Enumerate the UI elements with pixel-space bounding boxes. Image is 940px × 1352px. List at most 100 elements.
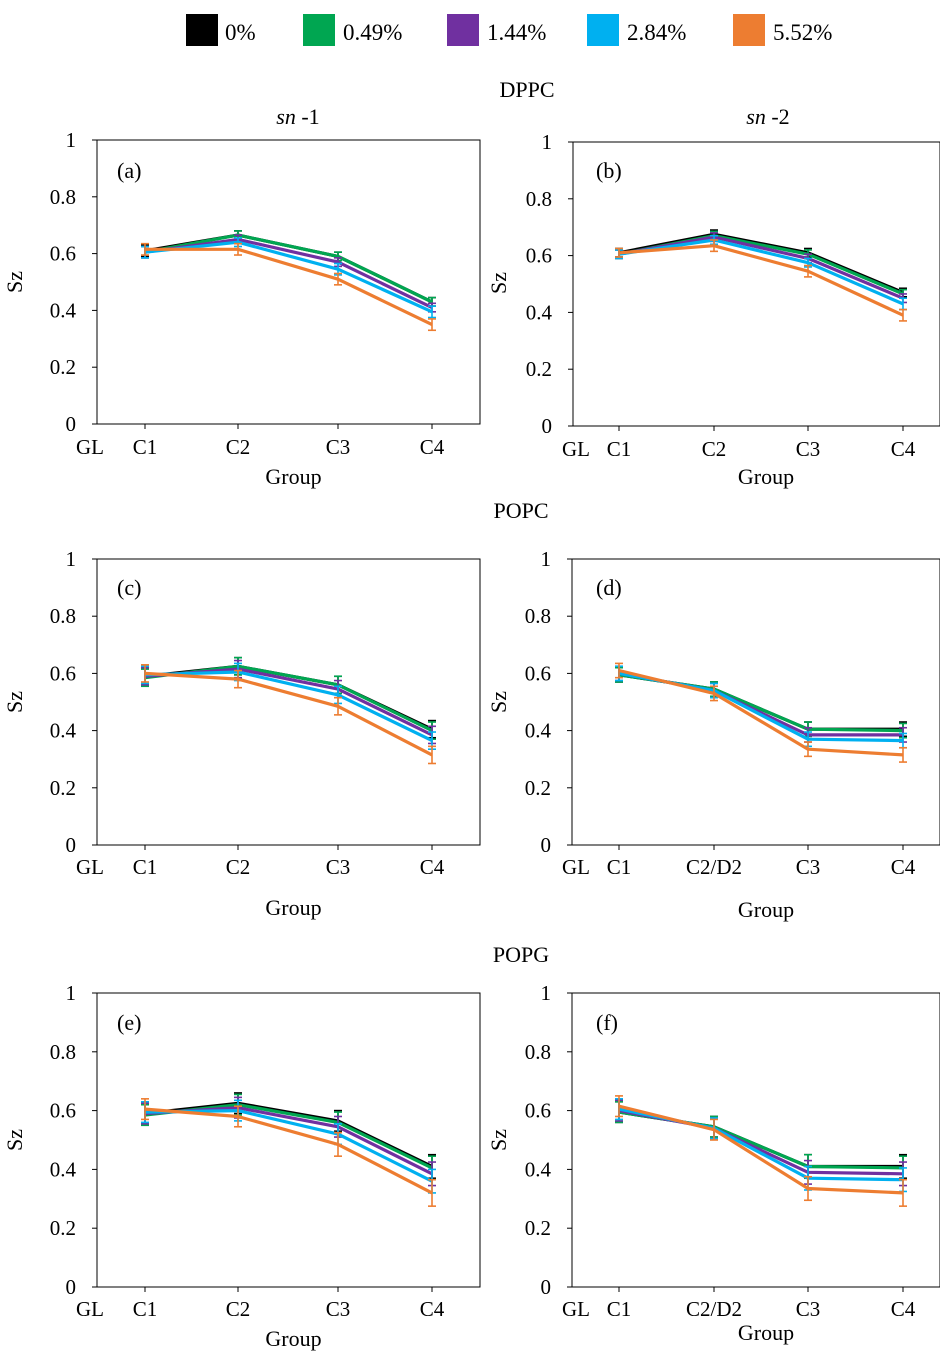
series-line [618, 238, 904, 306]
series-line [144, 233, 433, 304]
x-tick-label: C4 [891, 855, 916, 879]
panel-label: (a) [117, 158, 141, 183]
legend-swatch-0 [186, 14, 218, 46]
y-tick-label: 0 [66, 412, 77, 436]
panel-label: (b) [596, 158, 622, 183]
column-title-sn2: sn -2 [746, 104, 789, 129]
y-tick-label: 1 [66, 128, 77, 152]
y-tick-label: 0.2 [50, 1216, 76, 1240]
y-tick-label: 0.8 [50, 185, 76, 209]
y-tick-label: 0 [542, 414, 553, 438]
legend-label-4: 5.52% [773, 20, 832, 45]
y-tick-label: 0.8 [50, 1040, 76, 1064]
legend-swatch-4 [733, 14, 765, 46]
y-tick-label: 0.6 [525, 1099, 551, 1123]
column-title-sn2-text-suffix: -2 [771, 104, 789, 129]
y-tick-label: 0.2 [526, 357, 552, 381]
series-line [145, 247, 433, 327]
series-line [144, 240, 433, 314]
y-tick-label: 0.8 [526, 187, 552, 211]
x-tick-label: C3 [326, 855, 351, 879]
x-tick-label-gl: GL [562, 437, 590, 461]
plot-frame [96, 558, 481, 846]
y-axis-label: Sz [486, 691, 511, 713]
x-tick-label: C1 [607, 437, 632, 461]
legend-swatch-2 [447, 14, 479, 46]
column-title-sn1: sn -1 [276, 104, 319, 129]
y-tick-label: 0 [66, 1275, 77, 1299]
y-tick-label: 0.8 [525, 604, 551, 628]
y-tick-label: 0.6 [50, 661, 76, 685]
x-tick-label: C1 [607, 1297, 632, 1321]
plot-frame [571, 992, 940, 1288]
legend-label-1: 0.49% [343, 20, 402, 45]
series-line [144, 667, 433, 737]
x-tick-label-gl: GL [562, 855, 590, 879]
x-tick-label: C4 [420, 1297, 445, 1321]
plot-frame [572, 141, 940, 427]
panels: 0 0.2 0.4 0.6 0.8 1 Sz GL C1 C2 C3 C4 Group (a) 0 0.2 0.… [2, 128, 940, 1351]
x-axis-label: Group [265, 1326, 321, 1351]
y-tick-label: 0.4 [50, 719, 77, 743]
y-tick-label: 0.6 [525, 661, 551, 685]
series-line [618, 1104, 904, 1195]
legend-label-2: 1.44% [487, 20, 546, 45]
legend: 0% 0.49% 1.44% 2.84% 5.52% [186, 14, 832, 46]
y-axis-label: Sz [2, 271, 27, 293]
y-tick-label: 0.6 [50, 1099, 76, 1123]
x-tick-label-gl: GL [76, 855, 104, 879]
series-line [144, 1106, 433, 1176]
y-tick-label: 0.4 [50, 1157, 77, 1181]
y-tick-label: 1 [542, 130, 553, 154]
y-tick-label: 0.2 [525, 776, 551, 800]
x-tick-label-gl: GL [562, 1297, 590, 1321]
y-tick-label: 0.4 [525, 719, 552, 743]
x-tick-label: C2 [702, 437, 727, 461]
section-title-popc: POPC [493, 498, 548, 523]
column-title-sn2-text: sn [746, 104, 766, 129]
section-title-dppc: DPPC [499, 77, 554, 102]
series-line [144, 1107, 433, 1195]
x-tick-label: C2/D2 [686, 1297, 742, 1321]
x-tick-label-gl: GL [76, 1297, 104, 1321]
legend-swatch-3 [587, 14, 619, 46]
column-title-sn1-text: sn [276, 104, 296, 129]
series-line [618, 1109, 904, 1176]
x-tick-label: C2/D2 [686, 855, 742, 879]
x-tick-label-gl: GL [76, 435, 104, 459]
legend-swatch-1 [303, 14, 335, 46]
x-tick-label: C3 [796, 855, 821, 879]
y-tick-label: 1 [541, 547, 552, 571]
y-tick-label: 0 [541, 1275, 552, 1299]
x-tick-label: C2 [226, 855, 251, 879]
x-tick-label: C3 [326, 1297, 351, 1321]
y-tick-label: 0.8 [50, 604, 76, 628]
y-tick-label: 0.6 [526, 244, 552, 268]
y-tick-label: 1 [541, 981, 552, 1005]
panel-label: (e) [117, 1010, 141, 1035]
panel-c: 0 0.2 0.4 0.6 0.8 1 Sz GL C1 C2 C3 C4 Group (c) [2, 547, 481, 920]
panel-a: 0 0.2 0.4 0.6 0.8 1 Sz GL C1 C2 C3 C4 Group (a) [2, 128, 481, 489]
x-tick-label: C3 [796, 437, 821, 461]
y-tick-label: 0.8 [525, 1040, 551, 1064]
panel-f: 0 0.2 0.4 0.6 0.8 1 Sz GL C1 C2/D2 C3 C4 Group (f) [486, 981, 940, 1345]
plot-frame [96, 139, 481, 425]
y-tick-label: 0.2 [50, 355, 76, 379]
y-tick-label: 0.4 [525, 1157, 552, 1181]
panel-label: (c) [117, 575, 141, 600]
y-tick-label: 1 [66, 981, 77, 1005]
x-tick-label: C4 [891, 1297, 916, 1321]
x-axis-label: Group [265, 464, 321, 489]
x-tick-label: C1 [133, 1297, 158, 1321]
panel-e: 0 0.2 0.4 0.6 0.8 1 Sz GL C1 C2 C3 C4 Group (e) [2, 981, 481, 1351]
y-axis-label: Sz [486, 272, 511, 294]
panel-label: (d) [596, 575, 622, 600]
y-tick-label: 0.2 [50, 776, 76, 800]
series-line [618, 244, 904, 317]
y-tick-label: 0.4 [50, 298, 77, 322]
x-tick-label: C4 [891, 437, 916, 461]
panel-label: (f) [596, 1010, 618, 1035]
y-tick-label: 0.4 [526, 300, 553, 324]
x-axis-label: Group [738, 1320, 794, 1345]
